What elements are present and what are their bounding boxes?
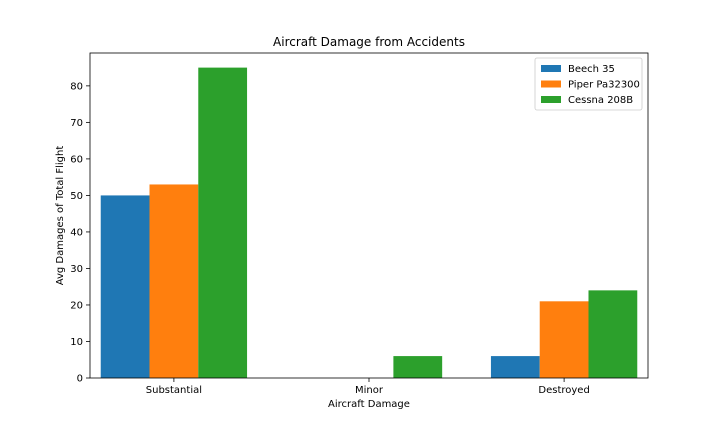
y-tick-label: 80	[70, 81, 83, 92]
plot-frame	[89, 52, 649, 379]
legend-label: Cessna 208B	[568, 95, 633, 106]
y-tick-label: 50	[70, 191, 83, 202]
bar-cessna-208b-substantial	[198, 67, 248, 379]
y-tick-label: 10	[70, 337, 83, 348]
y-axis: 0 10 20 30 40 50 60 70 80	[70, 81, 90, 385]
y-axis-label: Avg Damages of Total Flight	[55, 146, 66, 286]
x-axis-label: Aircraft Damage	[328, 399, 410, 410]
bar-piper-pa32300-destroyed	[539, 301, 589, 378]
legend-swatch	[541, 65, 561, 72]
legend-swatch	[541, 80, 561, 88]
y-tick-label: 70	[70, 118, 83, 129]
bars-group	[100, 67, 638, 379]
y-tick-label: 40	[70, 227, 83, 238]
legend: Beech 35 Piper Pa32300 Cessna 208B	[534, 57, 643, 111]
bar-cessna-208b-destroyed	[588, 290, 638, 378]
chart-title: Aircraft Damage from Accidents	[273, 35, 465, 49]
x-axis: Substantial Minor Destroyed	[146, 378, 590, 396]
x-tick-label: Minor	[355, 385, 384, 396]
bar-cessna-208b-minor	[393, 356, 443, 378]
legend-box	[534, 57, 643, 111]
bar-beech-35-destroyed	[490, 356, 540, 378]
y-tick-label: 0	[77, 374, 83, 385]
y-tick-label: 20	[70, 300, 83, 311]
y-tick-label: 30	[70, 264, 83, 275]
x-tick-label: Substantial	[146, 385, 202, 396]
legend-label: Beech 35	[568, 64, 615, 75]
bar-piper-pa32300-substantial	[149, 184, 199, 378]
y-tick-label: 60	[70, 154, 83, 165]
legend-label: Piper Pa32300	[568, 80, 640, 91]
legend-swatch	[541, 96, 561, 103]
bar-beech-35-substantial	[100, 195, 150, 378]
x-tick-label: Destroyed	[538, 385, 589, 396]
